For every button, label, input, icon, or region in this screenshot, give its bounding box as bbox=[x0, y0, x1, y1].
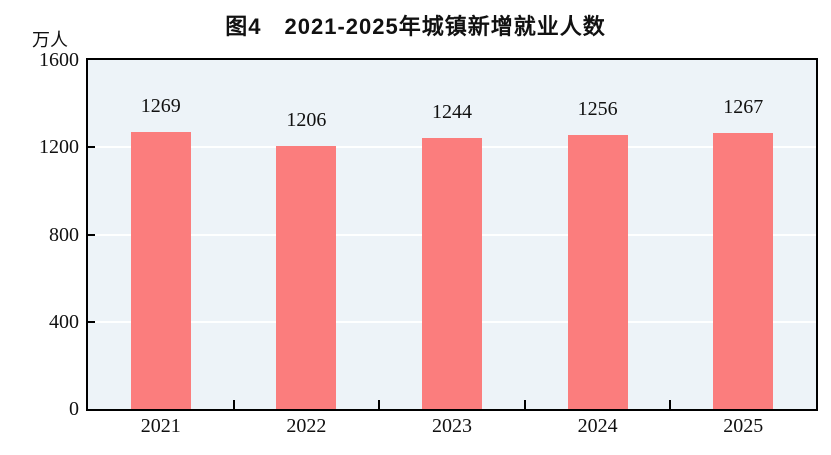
bar-value-label-2023: 1244 bbox=[431, 100, 472, 123]
bar-value-label-2024: 1256 bbox=[577, 98, 618, 121]
x-axis-boundary-tick-1 bbox=[232, 400, 235, 409]
x-tick-label-2023: 2023 bbox=[431, 415, 472, 437]
y-axis-tick-1200 bbox=[88, 146, 95, 149]
x-axis-boundary-tick-3 bbox=[523, 400, 526, 409]
x-tick-label-2021: 2021 bbox=[140, 415, 181, 437]
x-axis-boundary-tick-4 bbox=[669, 400, 672, 409]
bar-2024 bbox=[567, 135, 628, 409]
bar-2021 bbox=[130, 132, 191, 409]
plot-area: 1269 1206 1244 1256 1267 bbox=[86, 58, 818, 411]
bar-value-label-2022: 1206 bbox=[286, 108, 327, 131]
x-tick-label-2024: 2024 bbox=[577, 415, 618, 437]
x-axis-boundary-tick-2 bbox=[378, 400, 381, 409]
y-tick-label-0: 0 bbox=[69, 398, 79, 420]
x-tick-label-2025: 2025 bbox=[723, 415, 764, 437]
bar-value-label-2025: 1267 bbox=[723, 95, 764, 118]
bar-2022 bbox=[276, 145, 337, 409]
bar-2023 bbox=[422, 137, 482, 409]
y-tick-label-400: 400 bbox=[49, 310, 79, 333]
y-axis-unit-label: 万人 bbox=[32, 30, 68, 50]
y-axis-tick-400 bbox=[88, 320, 95, 323]
bar-value-label-2021: 1269 bbox=[140, 95, 181, 118]
y-axis-tick-800 bbox=[88, 233, 95, 236]
x-tick-label-2022: 2022 bbox=[286, 415, 327, 437]
chart-title: 图4 2021-2025年城镇新增就业人数 bbox=[225, 14, 606, 39]
y-tick-label-800: 800 bbox=[49, 223, 79, 246]
y-tick-label-1200: 1200 bbox=[39, 136, 79, 159]
bar-2025 bbox=[713, 132, 774, 409]
y-tick-label-1600: 1600 bbox=[39, 49, 79, 71]
